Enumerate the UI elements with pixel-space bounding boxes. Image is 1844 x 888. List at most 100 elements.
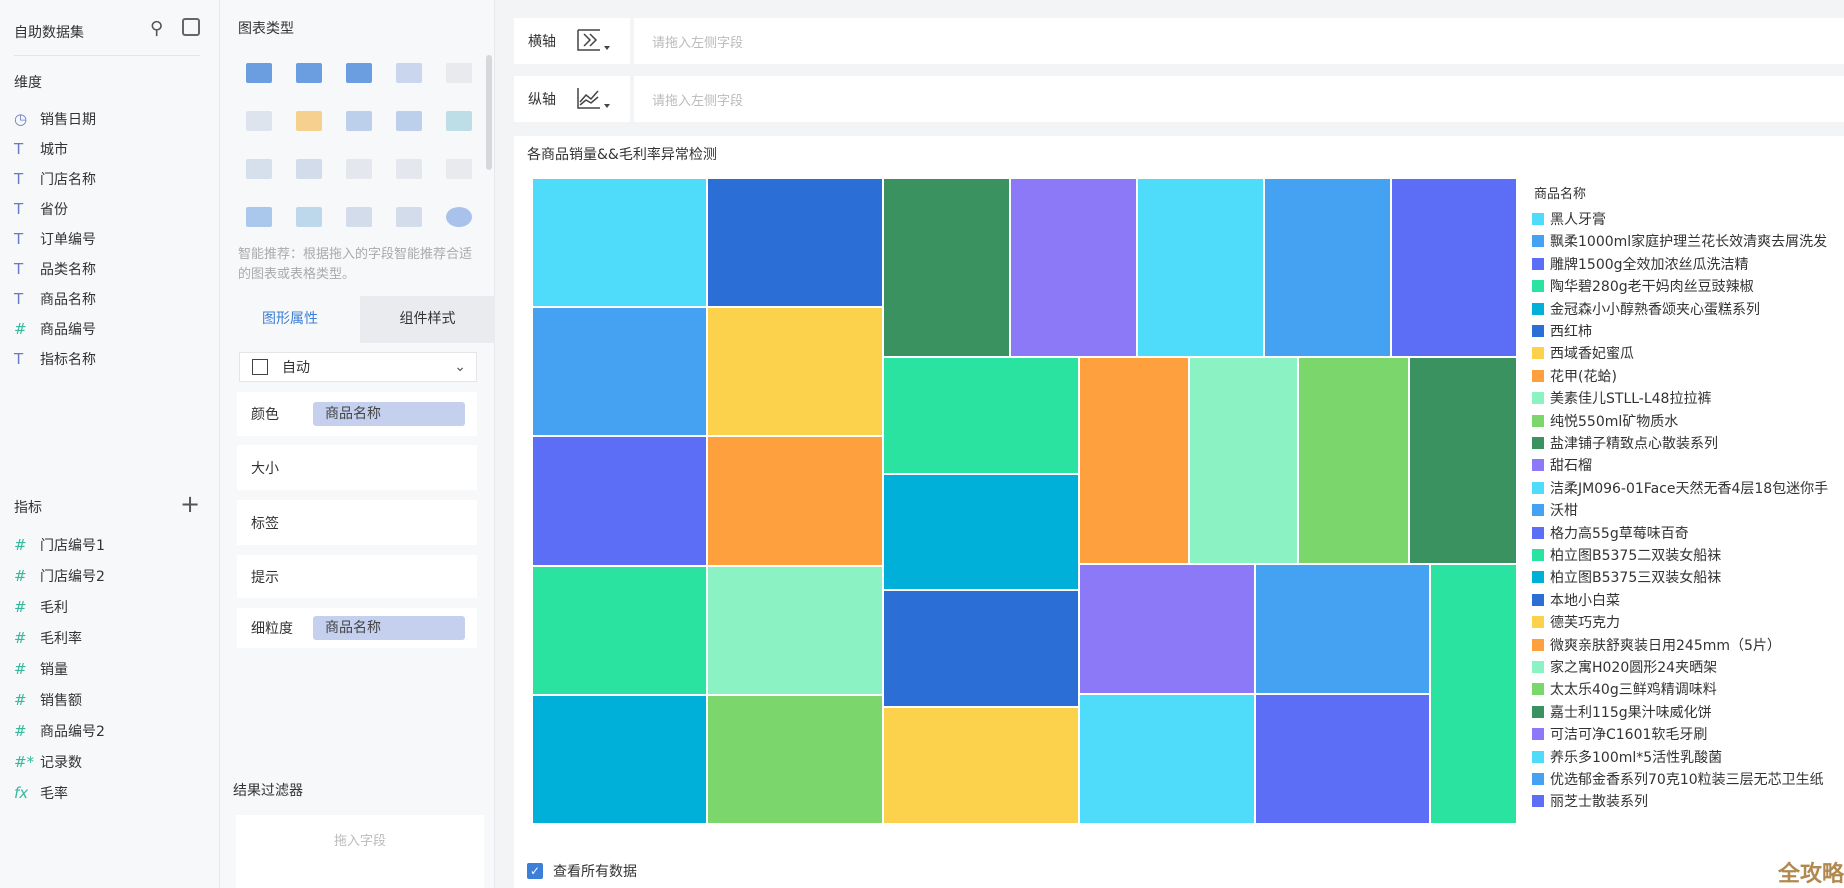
treemap-tile[interactable] <box>707 436 884 566</box>
treemap-tile[interactable] <box>1408 356 1517 565</box>
legend-item[interactable]: 甜石榴 <box>1532 455 1844 475</box>
field-item[interactable]: # 门店编号2 <box>14 563 105 589</box>
legend-item[interactable]: 可洁可净C1601软毛牙刷 <box>1532 724 1844 744</box>
field-item[interactable]: fx 毛率 <box>14 780 68 806</box>
field-item[interactable]: # 毛利 <box>14 594 68 620</box>
shape-type-select[interactable]: 自动 ⌄ <box>239 352 477 382</box>
treemap-tile[interactable] <box>532 436 708 566</box>
chart-type-gauge-icon[interactable] <box>444 156 474 182</box>
chart-type-bar-icon[interactable] <box>394 108 424 134</box>
legend-item[interactable]: 金冠森小小醇熟香颂夹心蛋糕系列 <box>1532 299 1844 319</box>
legend-item[interactable]: 微爽亲肤舒爽装日用245mm（5片） <box>1532 635 1844 655</box>
prop-row-tooltip[interactable]: 提示 <box>237 555 477 598</box>
field-item[interactable]: # 毛利率 <box>14 625 82 651</box>
chart-type-kpi-card-icon[interactable] <box>394 60 424 86</box>
legend-item[interactable]: 柏立图B5375三双装女船袜 <box>1532 567 1844 587</box>
legend-item[interactable]: 家之寓H020圆形24夹晒架 <box>1532 657 1844 677</box>
treemap-tile[interactable] <box>532 178 708 308</box>
y-axis-type-icon[interactable] <box>576 86 612 112</box>
legend-item[interactable]: 太太乐40g三鲜鸡精调味料 <box>1532 679 1844 699</box>
treemap-tile[interactable] <box>1010 178 1138 357</box>
show-all-data-checkbox[interactable]: ✓ 查看所有数据 <box>527 861 637 881</box>
field-item[interactable]: # 销量 <box>14 656 68 682</box>
treemap-tile[interactable] <box>1189 356 1299 565</box>
field-item[interactable]: # 商品编号2 <box>14 718 105 744</box>
chart-type-column-icon[interactable] <box>444 108 474 134</box>
treemap-tile[interactable] <box>883 473 1079 591</box>
add-measure-button[interactable]: + <box>180 490 201 518</box>
chart-type-stream-icon[interactable] <box>344 156 374 182</box>
result-filter-dropzone[interactable]: 拖入字段 <box>236 815 484 888</box>
chart-type-heat-map-icon[interactable] <box>294 108 324 134</box>
legend-item[interactable]: 西域香妃蜜瓜 <box>1532 343 1844 363</box>
prop-row-size[interactable]: 大小 <box>237 445 477 490</box>
legend-item[interactable]: 柏立图B5375二双装女船袜 <box>1532 545 1844 565</box>
treemap-tile[interactable] <box>1298 356 1409 565</box>
field-item[interactable]: ◷ 销售日期 <box>14 106 96 132</box>
chart-type-radar-icon[interactable] <box>394 156 424 182</box>
legend-item[interactable]: 陶华碧280g老干妈肉丝豆豉辣椒 <box>1532 276 1844 296</box>
prop-row-label[interactable]: 标签 <box>237 500 477 545</box>
treemap-tile[interactable] <box>883 356 1079 474</box>
chart-type-detail-table-icon[interactable] <box>344 60 374 86</box>
search-icon[interactable]: ⚲ <box>150 18 164 39</box>
prop-row-color[interactable]: 颜色 商品名称 <box>237 392 477 436</box>
legend-item[interactable]: 黑人牙膏 <box>1532 209 1844 229</box>
legend-item[interactable]: 美素佳儿STLL-L48拉拉裤 <box>1532 388 1844 408</box>
legend-item[interactable]: 本地小白菜 <box>1532 590 1844 610</box>
y-axis-dropzone[interactable]: 请拖入左侧字段 <box>652 93 744 109</box>
field-item[interactable]: T 订单编号 <box>14 226 96 252</box>
scrollbar[interactable] <box>486 55 492 170</box>
legend-item[interactable]: 养乐多100ml*5活性乳酸菌 <box>1532 747 1844 767</box>
legend-item[interactable]: 盐津铺子精致点心散装系列 <box>1532 433 1844 453</box>
chart-type-dot-matrix-icon[interactable] <box>244 108 274 134</box>
treemap-tile[interactable] <box>1254 564 1430 694</box>
legend-item[interactable]: 西红柿 <box>1532 321 1844 341</box>
chart-type-bubble-icon[interactable] <box>394 204 424 230</box>
chart-type-cross-table-icon[interactable] <box>294 60 324 86</box>
chart-type-column-stack-icon[interactable] <box>294 204 324 230</box>
chart-type-pie-icon[interactable] <box>444 204 474 230</box>
prop-field-pill[interactable]: 商品名称 <box>313 402 465 426</box>
treemap-tile[interactable] <box>883 590 1079 707</box>
tab-graphic-properties[interactable]: 图形属性 <box>220 296 360 343</box>
legend-item[interactable]: 格力高55g草莓味百奇 <box>1532 523 1844 543</box>
legend-item[interactable]: 德芙巧克力 <box>1532 612 1844 632</box>
x-axis-dropzone[interactable]: 请拖入左侧字段 <box>652 35 744 51</box>
treemap-tile[interactable] <box>1078 693 1255 824</box>
treemap-tile[interactable] <box>532 694 708 824</box>
chart-type-scatter-bar-icon[interactable] <box>344 108 374 134</box>
legend-item[interactable]: 优选郁金香系列70克10粒装三层无芯卫生纸 <box>1532 769 1844 789</box>
treemap-tile[interactable] <box>707 694 884 824</box>
treemap-tile[interactable] <box>1078 356 1190 565</box>
treemap-tile[interactable] <box>707 565 884 695</box>
treemap-tile[interactable] <box>707 178 884 308</box>
chart-type-area-icon[interactable] <box>244 204 274 230</box>
treemap-tile[interactable] <box>1391 178 1517 357</box>
legend-item[interactable]: 丽芝士散装系列 <box>1532 791 1844 811</box>
chart-type-scatter-icon[interactable] <box>294 156 324 182</box>
chart-type-multi-kpi-icon[interactable] <box>444 60 474 86</box>
prop-field-pill[interactable]: 商品名称 <box>313 616 465 640</box>
chart-type-scatter-points-icon[interactable] <box>344 204 374 230</box>
legend-item[interactable]: 嘉士利115g果汁味威化饼 <box>1532 702 1844 722</box>
legend-item[interactable]: 飘柔1000ml家庭护理兰花长效清爽去屑洗发 <box>1532 231 1844 251</box>
treemap-tile[interactable] <box>1254 693 1430 824</box>
switch-dataset-icon[interactable] <box>182 18 200 36</box>
treemap-tile[interactable] <box>707 307 884 437</box>
chart-type-grouped-bar-icon[interactable] <box>244 156 274 182</box>
x-axis-type-icon[interactable] <box>576 28 612 54</box>
treemap-tile[interactable] <box>883 178 1011 357</box>
field-item[interactable]: T 品类名称 <box>14 256 96 282</box>
legend-item[interactable]: 纯悦550ml矿物质水 <box>1532 411 1844 431</box>
treemap-tile[interactable] <box>532 307 708 437</box>
treemap-tile[interactable] <box>1264 178 1392 357</box>
legend-item[interactable]: 沃柑 <box>1532 500 1844 520</box>
treemap-tile[interactable] <box>1137 178 1265 357</box>
treemap-tile[interactable] <box>1430 564 1517 824</box>
treemap-tile[interactable] <box>532 565 708 695</box>
treemap-tile[interactable] <box>883 706 1079 824</box>
chart-type-table-icon[interactable] <box>244 60 274 86</box>
field-item[interactable]: # 门店编号1 <box>14 532 105 558</box>
field-item[interactable]: # 商品编号 <box>14 316 96 342</box>
